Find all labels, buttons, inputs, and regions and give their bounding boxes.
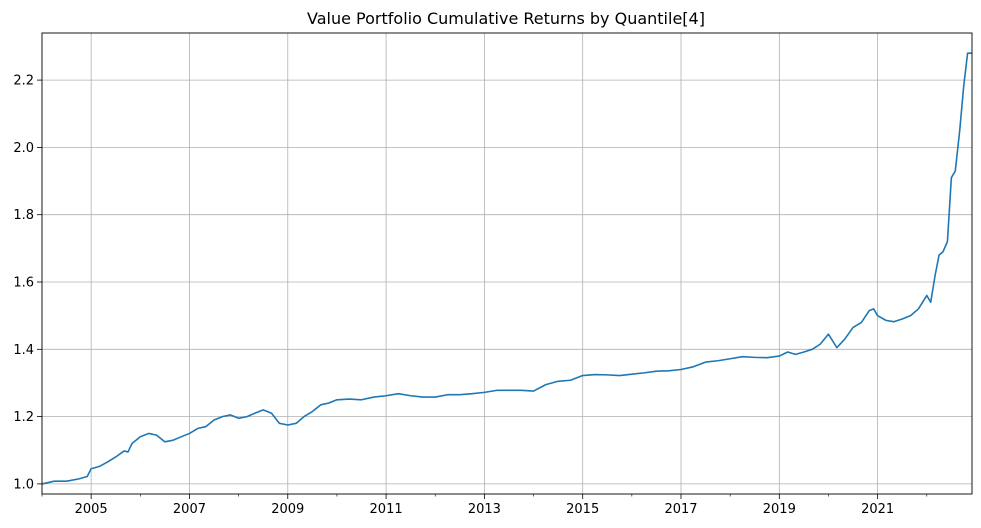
chart-title: Value Portfolio Cumulative Returns by Qu… [307, 9, 705, 28]
series-layer [41, 52, 972, 485]
x-tick-label: 2009 [271, 502, 304, 517]
y-tick-label: 2.2 [13, 74, 34, 89]
y-tick-label: 1.2 [13, 410, 34, 425]
x-tick-label: 2019 [763, 502, 796, 517]
x-tick-label: 2015 [566, 502, 599, 517]
y-tick-label: 1.8 [13, 208, 34, 223]
x-tick-label: 2017 [664, 502, 697, 517]
x-tick-label: 2007 [173, 502, 206, 517]
x-tick-label: 2013 [468, 502, 501, 517]
x-tick-label: 2005 [75, 502, 108, 517]
x-tick-label: 2011 [370, 502, 403, 517]
axes: 2005 2007 2009 2011 2013 2015 2017 2019 2021 1.0 1… [13, 32, 973, 517]
y-tick-label: 1.0 [13, 477, 34, 492]
y-tick-label: 2.0 [13, 141, 34, 156]
y-tick-label: 1.4 [13, 343, 34, 358]
series-line-quantile-4 [41, 52, 972, 485]
x-tick-label: 2021 [861, 502, 894, 517]
plot-frame [41, 32, 973, 495]
grid [42, 33, 972, 494]
y-tick-label: 1.6 [13, 276, 34, 291]
